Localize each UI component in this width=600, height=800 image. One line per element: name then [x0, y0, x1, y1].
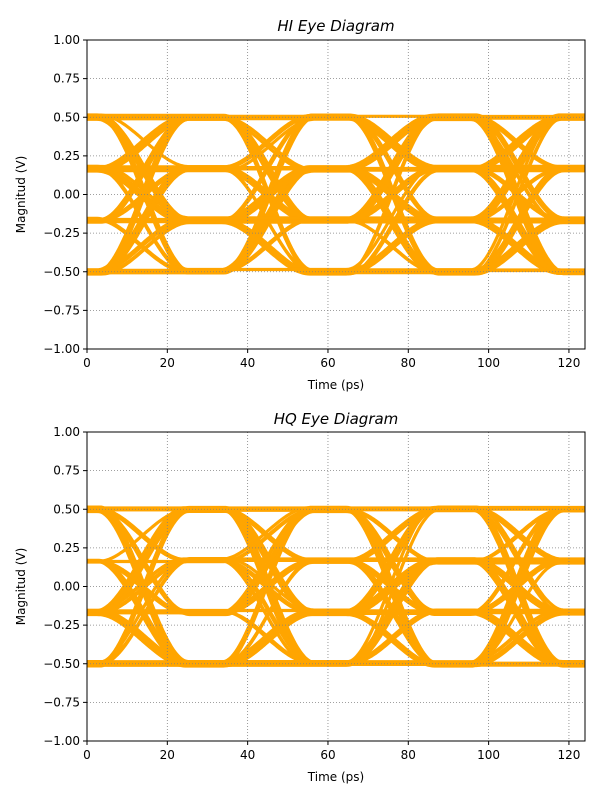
y-tick-label: −1.00: [43, 342, 80, 356]
y-tick-label: 0.00: [53, 580, 80, 594]
x-tick-label: 40: [240, 356, 255, 370]
y-tick-label: −0.25: [43, 226, 80, 240]
eye-trace: [87, 115, 585, 274]
grid: [87, 432, 585, 741]
eye-traces: [87, 505, 585, 668]
y-tick-label: 0.75: [53, 464, 80, 478]
y-tick-label: −0.25: [43, 618, 80, 632]
eye-trace: [87, 117, 585, 275]
eye-trace: [87, 168, 585, 275]
y-tick-label: −0.50: [43, 265, 80, 279]
x-tick-label: 120: [557, 748, 580, 762]
y-tick-label: −1.00: [43, 734, 80, 748]
x-tick-label: 40: [240, 748, 255, 762]
x-tick-label: 100: [477, 356, 500, 370]
eye-trace: [87, 508, 585, 667]
y-tick-label: 0.25: [53, 149, 80, 163]
y-tick-label: 0.25: [53, 541, 80, 555]
x-tick-label: 0: [83, 356, 91, 370]
eye-trace: [87, 507, 585, 665]
y-tick-label: 0.00: [53, 188, 80, 202]
y-axis-label: Magnitud (V): [14, 548, 28, 626]
y-axis-label: Magnitud (V): [14, 156, 28, 234]
eye-trace: [87, 114, 585, 170]
y-tick-label: −0.50: [43, 657, 80, 671]
eye-trace: [87, 113, 585, 272]
eye-trace: [87, 612, 585, 668]
x-tick-label: 60: [320, 356, 335, 370]
x-axis-label: Time (ps): [307, 770, 364, 784]
y-tick-label: 0.75: [53, 72, 80, 86]
y-tick-label: 0.50: [53, 502, 80, 516]
grid: [87, 40, 585, 349]
chart-title: HQ Eye Diagram: [274, 410, 399, 428]
eye-trace: [87, 164, 585, 272]
eye-trace: [87, 113, 585, 220]
x-tick-label: 80: [401, 748, 416, 762]
x-tick-label: 100: [477, 748, 500, 762]
hq-eye-diagram-panel: 0 20 40 60 80 100 120 −1.00 −0.75 −0.50 −0.25 0.00 0…: [14, 410, 586, 784]
chart-title: HI Eye Diagram: [277, 17, 394, 35]
y-tick-label: 1.00: [53, 425, 80, 439]
x-tick-label: 20: [160, 356, 175, 370]
x-tick-label: 20: [160, 748, 175, 762]
eye-trace: [87, 117, 585, 224]
x-tick-label: 120: [557, 356, 580, 370]
hi-eye-diagram-panel: 0 20 40 60 80 100 120 −1.00 −0.75 −0.50 −0.25 0.00 0…: [14, 17, 586, 392]
x-tick-label: 80: [401, 356, 416, 370]
x-tick-label: 60: [320, 748, 335, 762]
eye-trace: [87, 115, 585, 274]
y-tick-label: 0.50: [53, 110, 80, 124]
y-tick-label: −0.75: [43, 303, 80, 317]
y-tick-label: 1.00: [53, 33, 80, 47]
eye-trace: [87, 558, 585, 665]
eye-traces: [87, 113, 585, 276]
eye-trace: [87, 169, 585, 224]
x-axis-label: Time (ps): [307, 378, 364, 392]
y-tick-label: −0.75: [43, 695, 80, 709]
x-tick-label: 0: [83, 748, 91, 762]
